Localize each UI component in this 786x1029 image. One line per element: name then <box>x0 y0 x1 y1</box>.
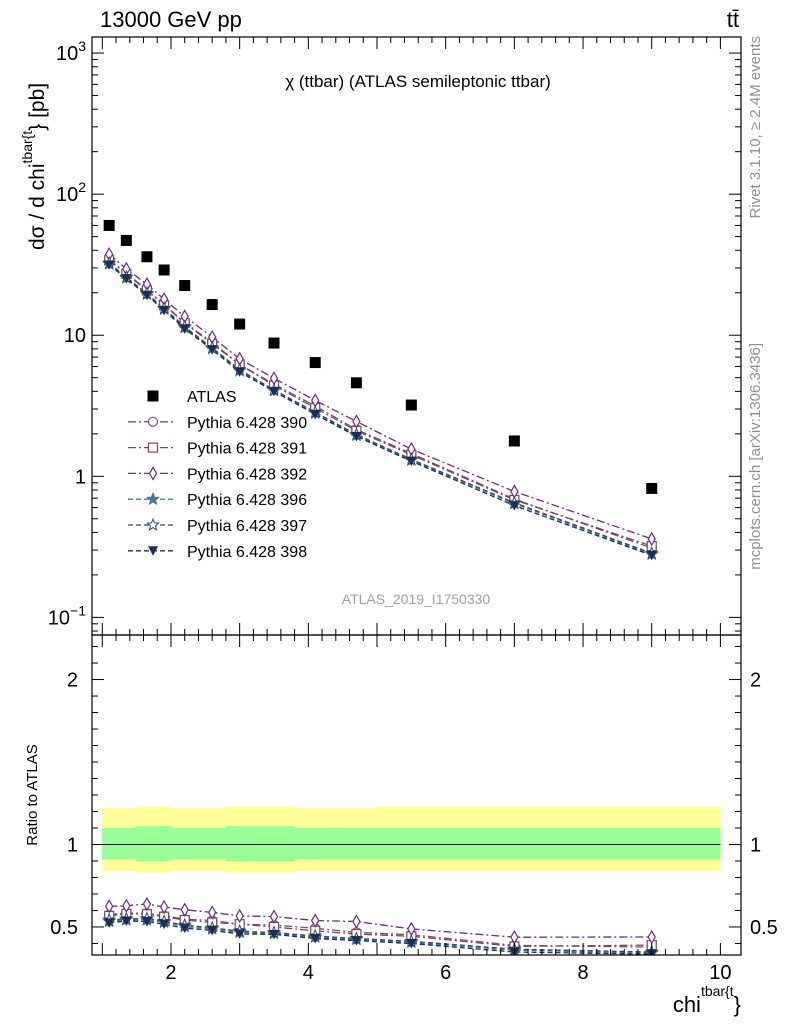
ratio-point <box>121 916 132 927</box>
data-point <box>646 550 657 561</box>
xtick-label: 6 <box>440 962 451 984</box>
process-label: tt̄ <box>727 7 739 32</box>
legend-marker <box>148 546 158 556</box>
legend-label: Pythia 6.428 397 <box>187 518 307 535</box>
legend-marker <box>147 390 159 402</box>
axes: 10−1 1 10 102 103 0.5 0.5 1 1 2 2 2 4 6 8 10 <box>48 36 778 984</box>
ratio-point <box>179 923 190 934</box>
data-point <box>268 337 280 349</box>
data-point <box>121 274 132 284</box>
data-point <box>309 357 321 369</box>
ratio-ytick-label-right: 0.5 <box>750 917 778 939</box>
series-line-6 <box>108 264 652 557</box>
data-point <box>268 386 279 397</box>
ratio-point <box>351 936 362 946</box>
data-point <box>120 234 132 246</box>
ratio-frame <box>91 634 742 956</box>
legend-label: Pythia 6.428 391 <box>187 441 307 458</box>
xtick-label: 2 <box>165 962 176 984</box>
legend-label: Pythia 6.428 390 <box>187 415 307 432</box>
ratio-ytick-label: 0.5 <box>50 917 78 939</box>
data-point <box>508 435 520 447</box>
data-point <box>207 345 218 355</box>
data-point <box>141 251 153 263</box>
legend-marker <box>145 517 161 531</box>
ratio-point <box>104 918 115 928</box>
ratio-point <box>159 919 170 930</box>
legend-marker <box>145 491 161 506</box>
ratio-ytick-label-right: 2 <box>750 670 761 692</box>
data-point <box>179 280 191 292</box>
ratio-point <box>234 929 245 939</box>
data-point <box>351 431 362 442</box>
mcplots-label: mcplots.cern.ch [arXiv:1306.3436] <box>747 343 764 570</box>
data-point <box>234 318 246 330</box>
main-ytick-label: 10 <box>64 325 86 347</box>
data-point <box>350 377 362 389</box>
data-point <box>159 305 170 316</box>
main-ylabel: dσ / d chitbar{t} [pb] <box>19 83 49 250</box>
data-point <box>179 324 190 334</box>
main-ytick-label: 1 <box>75 466 86 488</box>
ratio-point <box>207 925 218 936</box>
ratio-point <box>207 905 217 920</box>
ratio-point <box>311 913 320 928</box>
ratio-point <box>142 896 152 912</box>
analysis-label: ATLAS_2019_I1750330 <box>342 591 491 607</box>
legend-label: ATLAS <box>187 389 237 406</box>
data-point <box>158 264 170 276</box>
legend-label: Pythia 6.428 398 <box>187 544 307 561</box>
data-point <box>646 482 658 494</box>
data-point <box>310 409 321 420</box>
ratio-point <box>104 899 114 914</box>
legend-label: Pythia 6.428 392 <box>187 466 307 483</box>
xtick-label: 8 <box>577 962 588 984</box>
main-ytick-label: 10−1 <box>48 602 86 629</box>
ratio-ytick-label-right: 1 <box>750 834 761 856</box>
data-point <box>647 531 656 547</box>
legend-label: Pythia 6.428 396 <box>187 492 307 509</box>
ratio-point <box>268 929 279 940</box>
ratio-point <box>235 908 244 924</box>
legend-marker <box>147 442 159 453</box>
rivet-label: Rivet 3.1.10, ≥ 2.4M events <box>747 36 764 219</box>
ratio-ylabel: Ratio to ATLAS <box>24 744 41 845</box>
data-point <box>406 456 417 467</box>
ratio-point <box>269 909 279 924</box>
uncertainty-band-inner <box>102 826 721 862</box>
ratio-point <box>180 902 189 917</box>
legend-marker <box>148 466 158 481</box>
ratio-point <box>352 914 361 929</box>
data-point <box>234 367 245 377</box>
energy-label: 13000 GeV pp <box>100 7 242 32</box>
xtick-label: 10 <box>709 962 731 984</box>
ratio-point <box>141 917 152 927</box>
ratio-panel <box>102 806 721 955</box>
data-point <box>509 501 520 511</box>
data-point <box>103 219 115 231</box>
data-point <box>405 399 417 411</box>
xlabel: chitbar{t} <box>673 983 741 1017</box>
data-point <box>206 299 218 311</box>
main-panel <box>102 219 659 561</box>
ratio-point <box>310 934 321 944</box>
data-point <box>104 260 115 270</box>
main-ytick-label: 103 <box>56 38 86 65</box>
xtick-label: 4 <box>303 962 314 984</box>
main-ytick-label: 102 <box>56 179 86 206</box>
legend: ATLAS Pythia 6.428 390 Pythia 6.428 391 Pyt… <box>128 389 307 561</box>
ratio-ytick-label: 1 <box>67 834 78 856</box>
legend-marker <box>147 416 159 427</box>
ratio-point <box>406 938 417 949</box>
series-line-5 <box>108 262 652 554</box>
plot-title: χ (ttbar) (ATLAS semileptonic ttbar) <box>285 72 551 91</box>
ratio-ytick-label: 2 <box>67 670 78 692</box>
ratio-point <box>159 899 169 915</box>
data-point <box>141 290 152 301</box>
